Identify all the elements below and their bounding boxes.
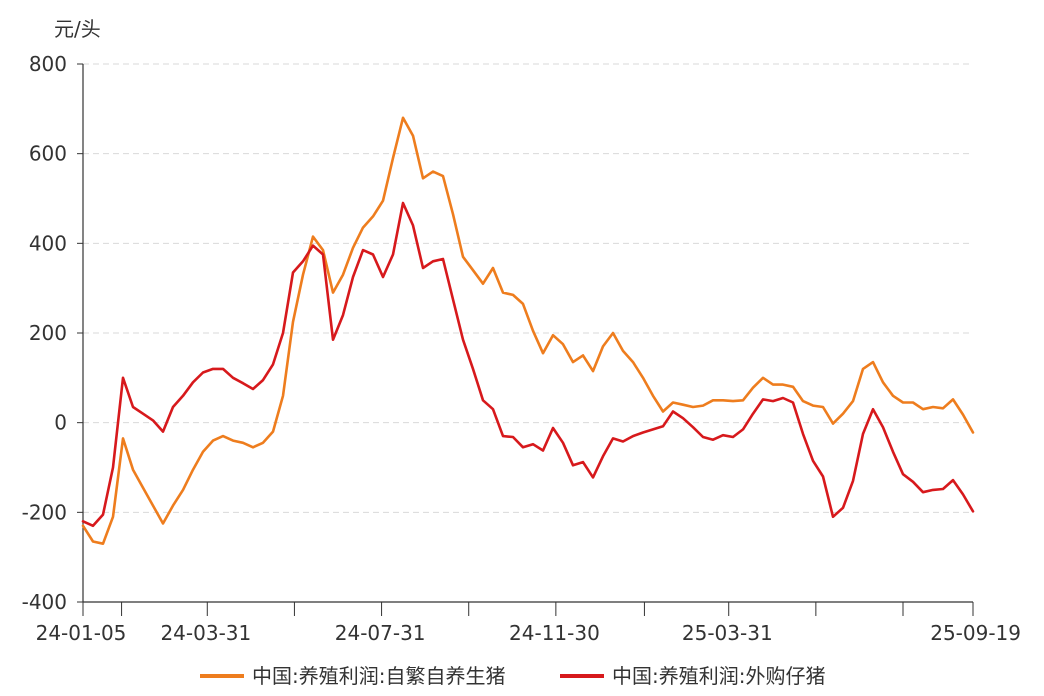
legend-label-2: 中国:养殖利润:外购仔猪 (612, 664, 825, 688)
y-tick-label: -200 (22, 500, 67, 524)
gridlines (83, 63, 973, 513)
axes: 800 600 400 200 0 -200 -400 24-01-05 24-03-31 24-… (22, 52, 1021, 645)
x-tick-label: 25-03-31 (682, 621, 773, 645)
series-line-2 (81, 201, 975, 528)
legend-label-1: 中国:养殖利润:自繁自养生猪 (252, 664, 505, 688)
x-tick-label: 24-11-30 (509, 621, 600, 645)
series-line-1 (81, 116, 975, 545)
x-tick-label: 24-07-31 (335, 621, 426, 645)
y-tick-label: 800 (29, 52, 67, 76)
x-tick-label: 24-03-31 (160, 621, 251, 645)
series-lines (81, 116, 975, 545)
y-tick-label: -400 (22, 590, 67, 614)
x-tick-label: 24-01-05 (36, 621, 127, 645)
legend: 中国:养殖利润:自繁自养生猪 中国:养殖利润:外购仔猪 (200, 664, 825, 688)
x-tick-label: 25-09-19 (930, 621, 1021, 645)
y-tick-label: 0 (54, 411, 67, 435)
y-axis-unit: 元/头 (54, 17, 101, 41)
y-tick-label: 400 (29, 231, 67, 255)
y-tick-label: 600 (29, 142, 67, 166)
y-tick-label: 200 (29, 321, 67, 345)
